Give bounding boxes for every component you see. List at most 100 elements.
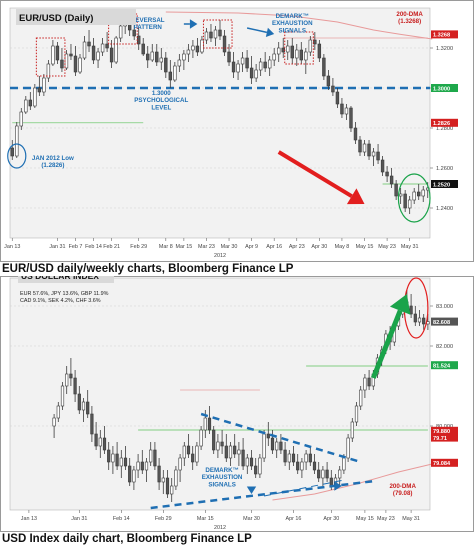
candle-body bbox=[100, 43, 105, 53]
weights-legend: CAD 9.1%, SEK 4.2%, CHF 3.6% bbox=[20, 298, 101, 304]
candle-body bbox=[207, 417, 212, 431]
price-tag-label: 79.880 bbox=[433, 429, 450, 435]
candle-body bbox=[109, 47, 114, 63]
candle-body bbox=[155, 51, 159, 63]
candle-body bbox=[241, 449, 245, 467]
candle-body bbox=[422, 317, 426, 325]
candle-body bbox=[64, 53, 69, 69]
y-tick-label: 1.2400 bbox=[436, 206, 453, 212]
arrow-shaft bbox=[370, 309, 403, 379]
candle-body bbox=[272, 53, 276, 61]
weights-legend: EUR 57.6%, JPY 13.6%, GBP 11.9% bbox=[20, 291, 109, 297]
y-tick-label: 83.000 bbox=[436, 304, 453, 310]
candle-body bbox=[245, 57, 249, 69]
candle-body bbox=[299, 49, 303, 61]
price-tag-label: 79.084 bbox=[433, 461, 451, 467]
candle-body bbox=[254, 69, 258, 79]
candle-body bbox=[233, 445, 237, 455]
highlight-box bbox=[35, 37, 66, 77]
arrow-head bbox=[246, 486, 257, 494]
annotation-line: JAN 2012 Low bbox=[32, 155, 74, 162]
dxy-chart: DEMARK™ EXHAUSTION SIGNALS 200-DMA (79.08) US… bbox=[0, 276, 474, 532]
candle-body bbox=[363, 377, 367, 391]
candle-body bbox=[228, 445, 233, 459]
candle-body bbox=[144, 461, 149, 471]
candle-body bbox=[178, 457, 182, 471]
candle-body bbox=[275, 441, 279, 451]
candle-body bbox=[317, 469, 321, 479]
candle-body bbox=[258, 457, 262, 475]
title-box bbox=[18, 276, 114, 283]
x-tick-label: Apr 16 bbox=[266, 244, 282, 250]
candle-body bbox=[270, 437, 275, 451]
dxy-caption: USD Index daily chart, Bloomberg Finance… bbox=[2, 533, 252, 545]
price-tag-label: 1.3268 bbox=[433, 33, 450, 39]
candle-body bbox=[173, 65, 177, 81]
chart-annotation: REVERSAL PATTERN bbox=[131, 17, 165, 31]
candle-body bbox=[358, 139, 362, 153]
candle-body bbox=[107, 449, 111, 463]
candle-body bbox=[182, 445, 186, 459]
annotation-line: 200-DMA bbox=[396, 11, 423, 18]
price-tag-label: 82.608 bbox=[433, 320, 450, 326]
candle-body bbox=[132, 29, 136, 37]
candle-body bbox=[240, 57, 245, 65]
candle-body bbox=[216, 441, 220, 451]
candle-body bbox=[312, 461, 317, 471]
chart-annotation: 1.3000 PSYCHOLOGICAL LEVEL bbox=[134, 90, 188, 111]
candle-body bbox=[287, 453, 291, 463]
candle-body bbox=[308, 39, 313, 53]
candle-body bbox=[203, 417, 207, 431]
candle-body bbox=[87, 41, 91, 47]
candle-body bbox=[367, 377, 371, 387]
candle-body bbox=[417, 191, 421, 197]
candle-body bbox=[394, 183, 398, 197]
x-tick-label: Apr 23 bbox=[289, 244, 305, 250]
price-tag bbox=[431, 180, 458, 188]
x-tick-label: Jan 13 bbox=[21, 516, 37, 522]
candle-body bbox=[111, 453, 115, 463]
candle-body bbox=[10, 147, 14, 157]
highlight-box bbox=[284, 31, 314, 65]
candle-body bbox=[295, 49, 299, 59]
price-tag-label: 1.2520 bbox=[433, 182, 450, 188]
candle-body bbox=[359, 389, 363, 407]
x-tick-label: Apr 9 bbox=[245, 244, 258, 250]
candle-body bbox=[398, 193, 403, 197]
candle-body bbox=[204, 31, 209, 41]
candle-body bbox=[77, 393, 81, 411]
candle-body bbox=[367, 143, 371, 157]
candle-body bbox=[417, 317, 422, 323]
candle-body bbox=[123, 457, 128, 467]
highlight-box bbox=[108, 13, 138, 45]
candle-body bbox=[182, 53, 186, 61]
candle-body bbox=[338, 469, 342, 479]
annotation-line: SIGNALS bbox=[279, 27, 307, 34]
candle-body bbox=[277, 47, 281, 55]
price-tag-label: 81.524 bbox=[433, 364, 451, 370]
highlight-box bbox=[202, 19, 233, 49]
candle-body bbox=[331, 85, 335, 93]
annotation-line: DEMARK™ bbox=[276, 13, 309, 20]
candle-body bbox=[209, 31, 213, 39]
candle-body bbox=[81, 401, 86, 411]
candle-body bbox=[37, 87, 42, 93]
x-tick-label: Apr 16 bbox=[286, 516, 302, 522]
candle-body bbox=[78, 57, 82, 73]
candle-body bbox=[60, 385, 65, 407]
x-tick-label: Mar 30 bbox=[221, 244, 238, 250]
eurusd-chart: REVERSAL PATTERN DEMARK™ EXHAUSTION SIGNALS 1… bbox=[0, 0, 474, 262]
annotation-line: DEMARK™ bbox=[205, 467, 238, 474]
price-tag bbox=[431, 458, 458, 467]
candle-body bbox=[46, 63, 51, 79]
candle-body bbox=[413, 313, 417, 323]
candle-body bbox=[279, 441, 283, 451]
candle-body bbox=[346, 437, 350, 459]
candle-body bbox=[380, 159, 385, 173]
candle-body bbox=[42, 77, 46, 93]
candle-body bbox=[195, 45, 200, 53]
candle-body bbox=[249, 67, 254, 79]
candle-body bbox=[69, 373, 73, 379]
x-tick-label: Feb 21 bbox=[103, 244, 120, 250]
annotation-line: SIGNALS bbox=[208, 481, 236, 488]
